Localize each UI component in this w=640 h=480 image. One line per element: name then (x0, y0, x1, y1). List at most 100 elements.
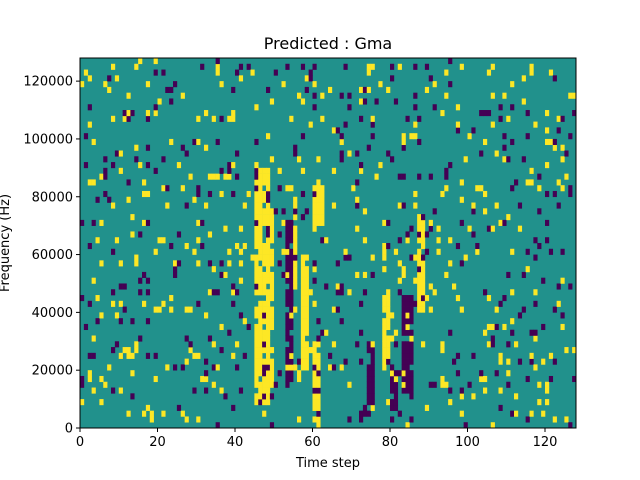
heatmap-cell (421, 283, 426, 290)
heatmap-cell (370, 271, 375, 278)
heatmap-cell (409, 329, 414, 336)
heatmap-cell (262, 179, 267, 186)
heatmap-cell (502, 133, 507, 140)
x-tick-label: 100 (455, 435, 480, 450)
heatmap-cell (200, 63, 205, 70)
heatmap-cell (254, 185, 259, 192)
heatmap-cell (483, 329, 488, 336)
heatmap-cell (448, 162, 453, 169)
heatmap-cell (269, 370, 275, 377)
heatmap-cell (285, 260, 290, 267)
heatmap-cell (269, 422, 275, 429)
heatmap-cell (289, 277, 294, 284)
heatmap-cell (409, 416, 414, 423)
heatmap-cell (316, 202, 321, 209)
heatmap-cell (502, 219, 507, 226)
heatmap-cell (254, 214, 259, 221)
heatmap-cell (289, 185, 294, 192)
heatmap-cell (440, 347, 445, 354)
heatmap-cell (397, 202, 402, 209)
heatmap-cell (366, 86, 371, 93)
heatmap-cell (331, 127, 337, 134)
heatmap-cell (506, 115, 511, 122)
heatmap-cell (215, 58, 220, 65)
heatmap-cell (273, 381, 278, 388)
heatmap-cell (424, 248, 430, 255)
heatmap-cell (269, 393, 275, 400)
heatmap-cell (134, 63, 139, 70)
heatmap-cell (417, 254, 422, 261)
heatmap-cell (254, 167, 259, 174)
heatmap-cell (556, 179, 561, 186)
heatmap-cell (204, 312, 209, 319)
heatmap-cell (107, 364, 112, 371)
heatmap-cell (254, 364, 259, 371)
heatmap-cell (421, 254, 426, 261)
heatmap-cell (169, 98, 174, 105)
heatmap-cell (266, 329, 271, 336)
heatmap-cell (266, 208, 271, 215)
heatmap-cell (448, 329, 453, 336)
heatmap-cell (386, 86, 391, 93)
heatmap-cell (355, 202, 360, 209)
heatmap-cell (95, 295, 100, 302)
heatmap-cell (111, 162, 116, 169)
heatmap-cell (514, 341, 519, 348)
heatmap-cell (273, 69, 278, 76)
heatmap-cell (289, 352, 294, 359)
heatmap-cell (421, 266, 426, 273)
heatmap-cell (196, 300, 201, 307)
heatmap-cell (386, 306, 391, 313)
heatmap-cell (366, 370, 371, 377)
heatmap-cell (405, 295, 410, 302)
heatmap-cell (370, 115, 375, 122)
heatmap-cell (207, 190, 213, 198)
heatmap-cell (312, 416, 317, 423)
heatmap-cell (533, 300, 538, 307)
heatmap-cell (145, 115, 151, 122)
heatmap-cell (285, 300, 290, 307)
heatmap-cell (428, 306, 433, 313)
heatmap-cell (382, 295, 387, 302)
heatmap-cell (463, 156, 468, 163)
heatmap-cell (421, 214, 426, 221)
heatmap-cell (235, 341, 240, 348)
heatmap-cell (138, 58, 143, 65)
heatmap-cell (393, 370, 399, 377)
heatmap-cell (285, 370, 290, 377)
heatmap-cell (254, 347, 259, 354)
heatmap-cell (560, 277, 565, 284)
heatmap-cell (300, 283, 306, 290)
heatmap-cell (347, 416, 352, 423)
heatmap-cell (390, 335, 395, 342)
x-axis: 0 20 40 60 80 100 120 (76, 428, 557, 450)
heatmap-cell (401, 323, 406, 331)
heatmap-cell (91, 138, 96, 146)
heatmap-cell (285, 63, 290, 70)
y-tick-label: 0 (65, 422, 73, 437)
heatmap-cell (269, 277, 275, 284)
heatmap-cell (269, 306, 275, 313)
heatmap-cell (517, 358, 523, 365)
heatmap-cell (91, 219, 96, 226)
heatmap-cell (300, 98, 306, 105)
heatmap-cell (254, 306, 259, 313)
heatmap-cell (99, 219, 104, 226)
heatmap-cell (262, 358, 267, 365)
heatmap-cell (393, 387, 399, 394)
heatmap-cell (289, 283, 294, 290)
heatmap-cell (490, 121, 495, 128)
heatmap-cell (262, 410, 267, 417)
heatmap-cell (343, 254, 348, 261)
heatmap-cell (266, 202, 271, 209)
heatmap-cell (459, 260, 464, 267)
heatmap-cell (130, 214, 135, 221)
heatmap-cell (366, 341, 371, 348)
heatmap-cell (277, 231, 282, 238)
heatmap-cell (533, 289, 538, 296)
heatmap-cell (266, 167, 271, 174)
heatmap-cell (545, 190, 550, 198)
heatmap-cell (118, 387, 123, 394)
heatmap-cell (192, 138, 197, 146)
heatmap-cell (254, 254, 259, 261)
